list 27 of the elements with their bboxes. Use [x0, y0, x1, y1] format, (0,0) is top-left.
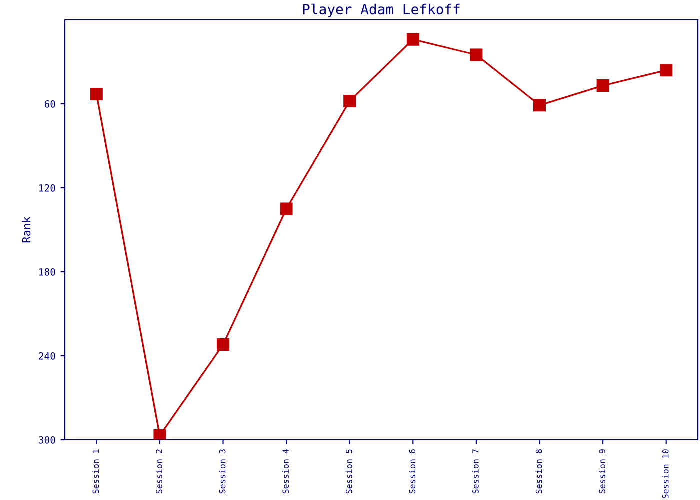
point: [534, 99, 546, 112]
y-axis-title: Rank: [22, 216, 31, 243]
point: [280, 202, 293, 216]
x-tick-label: Session 1: [92, 450, 100, 494]
point: [596, 80, 610, 92]
point: [154, 430, 166, 440]
x-tick-label: Session 8: [536, 450, 542, 494]
point: [470, 48, 483, 62]
x-tick-label: Session 6: [409, 450, 416, 494]
x-tick-label: Session 2: [156, 450, 162, 494]
x-tick-label: Session 9: [599, 450, 606, 494]
y-tick-label: 300: [39, 436, 56, 444]
point: [660, 64, 673, 77]
y-tick-label: 180: [40, 268, 56, 276]
point: [406, 33, 420, 46]
x-tick-label: Session 3: [219, 450, 226, 494]
y-tick-label: 240: [39, 352, 56, 360]
y-tick-label: 120: [40, 184, 56, 192]
x-tick-label: Session 10: [662, 450, 669, 499]
x-tick-label: Session 5: [346, 450, 352, 494]
x-tick-label: Session 7: [472, 450, 479, 494]
point: [344, 94, 356, 108]
y-tick-label: 60: [44, 100, 56, 108]
x-tick-label: Session 4: [282, 449, 289, 494]
point: [217, 338, 230, 352]
chart-title: Player Adam Lefkoff: [303, 4, 460, 18]
point: [90, 88, 103, 100]
